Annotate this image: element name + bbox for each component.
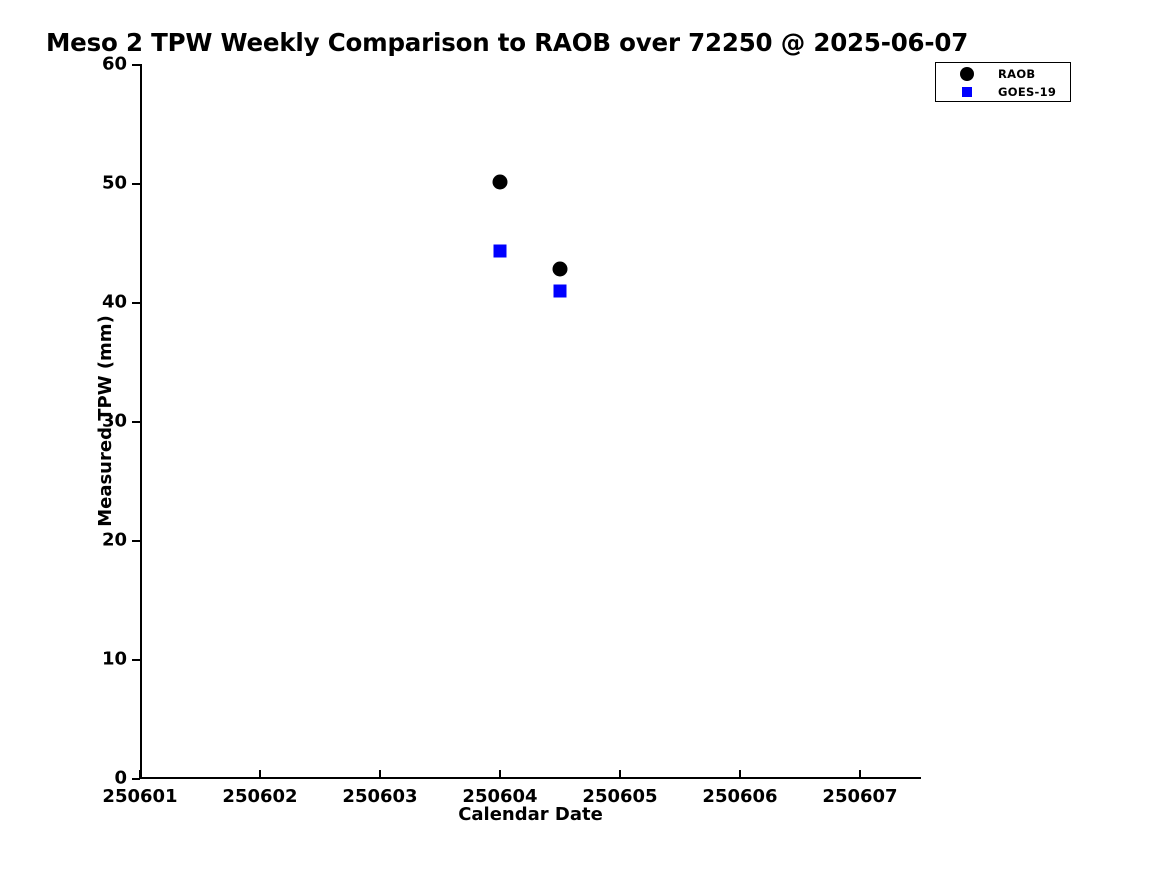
y-tick-mark	[132, 302, 140, 304]
y-tick-label: 10	[101, 648, 127, 670]
x-tick-label: 250602	[222, 786, 298, 807]
y-tick-label: 0	[114, 767, 127, 789]
y-tick-mark	[132, 183, 140, 185]
data-point-goes-19	[553, 284, 567, 298]
data-point-goes-19	[493, 244, 507, 258]
x-tick-label: 250605	[582, 786, 658, 807]
x-axis-line	[140, 777, 921, 779]
x-tick-mark	[379, 770, 381, 778]
y-tick-mark	[132, 64, 140, 66]
y-tick-label: 30	[101, 410, 127, 432]
legend-square-icon	[936, 86, 998, 97]
x-tick-label: 250606	[702, 786, 778, 807]
legend-circle-icon	[936, 66, 998, 81]
y-tick-mark	[132, 540, 140, 542]
legend-label-goes19: GOES-19	[998, 84, 1057, 99]
legend-label-raob: RAOB	[998, 66, 1036, 81]
y-tick-mark	[132, 421, 140, 423]
y-tick-mark	[132, 659, 140, 661]
legend-entry-raob: RAOB	[936, 64, 1070, 83]
x-tick-mark	[619, 770, 621, 778]
y-tick-label: 50	[101, 172, 127, 194]
y-axis-label: Measured TPW (mm)	[95, 315, 116, 527]
chart-legend: RAOB GOES-19	[935, 62, 1071, 102]
y-tick-label: 20	[101, 529, 127, 551]
y-tick-label: 60	[101, 53, 127, 75]
y-tick-label: 40	[101, 291, 127, 313]
x-tick-label: 250601	[102, 786, 178, 807]
x-tick-label: 250603	[342, 786, 418, 807]
x-tick-mark	[259, 770, 261, 778]
legend-entry-goes19: GOES-19	[936, 82, 1070, 101]
x-tick-mark	[739, 770, 741, 778]
x-tick-mark	[139, 770, 141, 778]
data-point-raob	[552, 261, 568, 277]
x-axis-label: Calendar Date	[458, 804, 603, 825]
x-tick-label: 250607	[822, 786, 898, 807]
data-point-raob	[492, 174, 508, 190]
plot-area: 0 10 20 30 40 50 60 250601 250602 250603 250604 25…	[102, 54, 920, 808]
x-tick-mark	[859, 770, 861, 778]
chart-title: Meso 2 TPW Weekly Comparison to RAOB ove…	[46, 28, 969, 57]
y-tick-mark	[132, 778, 140, 780]
x-tick-mark	[499, 770, 501, 778]
y-axis-line	[140, 64, 142, 779]
x-tick-label: 250604	[462, 786, 538, 807]
